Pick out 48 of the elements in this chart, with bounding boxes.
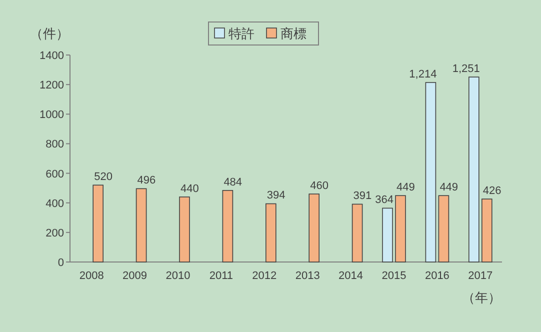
bar	[352, 204, 363, 262]
bar	[308, 194, 320, 262]
y-tick-label: 600	[46, 168, 64, 180]
y-tick-label: 1000	[40, 109, 64, 122]
x-tick-label: 2009	[122, 270, 148, 282]
x-tick-label: 2010	[166, 270, 190, 282]
x-tick-label: 2013	[295, 270, 320, 282]
x-tick-label: 2014	[338, 270, 364, 282]
data-label: 496	[137, 174, 156, 187]
y-tick-label: 1400	[40, 50, 64, 62]
bar	[222, 190, 234, 262]
data-label: 1,251	[452, 63, 480, 76]
data-label: 484	[224, 176, 242, 188]
bar	[382, 208, 393, 262]
legend-label: 特許	[228, 26, 254, 41]
bar	[179, 196, 190, 262]
x-tick-label: 2016	[424, 270, 450, 282]
data-label: 426	[482, 185, 502, 198]
legend-label: 商標	[280, 26, 306, 41]
bar	[482, 198, 492, 262]
x-tick-label: 2011	[209, 270, 234, 282]
data-label: 394	[266, 190, 286, 202]
data-label: 520	[94, 171, 112, 184]
bar	[395, 195, 406, 262]
data-label: 460	[310, 180, 328, 192]
y-axis-title: （件）	[30, 26, 69, 41]
data-label: 391	[353, 190, 372, 202]
x-axis-title: （年）	[462, 290, 501, 305]
y-tick-label: 200	[46, 227, 64, 240]
data-label: 449	[440, 182, 458, 194]
y-tick-label: 400	[46, 198, 64, 210]
data-label: 1,214	[409, 68, 437, 80]
bar	[468, 76, 480, 262]
x-tick-label: 2008	[79, 270, 104, 282]
bar	[425, 82, 436, 262]
data-label: 449	[396, 182, 415, 194]
y-tick-label: 0	[58, 257, 64, 269]
bar	[92, 184, 104, 262]
bar	[266, 203, 276, 262]
x-tick-label: 2017	[468, 270, 493, 282]
data-label: 364	[375, 194, 394, 206]
bar	[136, 188, 147, 262]
x-tick-label: 2012	[252, 270, 277, 282]
y-tick-label: 800	[46, 138, 64, 151]
bar	[438, 195, 450, 262]
x-tick-label: 2015	[382, 270, 406, 282]
y-tick-label: 1200	[40, 80, 64, 92]
data-label: 440	[180, 182, 199, 195]
